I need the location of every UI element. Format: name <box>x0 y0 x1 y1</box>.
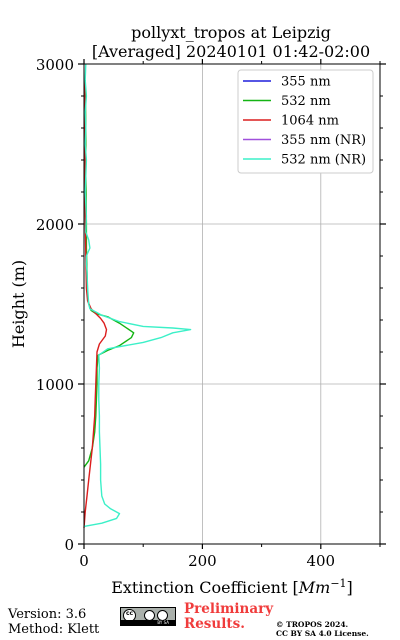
copyright-line-1: © TROPOS 2024. <box>276 620 349 629</box>
preliminary-line-2: Results. <box>184 616 245 632</box>
axis-ticks: 0 200 400 0 1000 2000 3000 <box>36 56 386 570</box>
y-tick-label: 1000 <box>36 376 74 394</box>
chart-subtitle: [Averaged] 20240101 01:42-02:00 <box>92 42 370 61</box>
plot-frame <box>83 63 381 545</box>
legend-label-4: 532 nm (NR) <box>281 153 366 168</box>
cc-license-badge: cc BY SA <box>120 607 176 626</box>
method-text: Method: Klett <box>8 622 100 637</box>
copyright-line-2: CC BY SA 4.0 License. <box>276 629 369 638</box>
preliminary-notice: Preliminary Results. <box>184 602 273 632</box>
legend-label-0: 355 nm <box>281 75 331 90</box>
y-tick-label: 2000 <box>36 216 74 234</box>
preliminary-line-1: Preliminary <box>184 601 274 617</box>
copyright-notice: © TROPOS 2024. CC BY SA 4.0 License. <box>276 620 369 638</box>
x-tick-label: 400 <box>306 552 335 570</box>
series-line-4 <box>83 63 192 528</box>
chart-title: pollyxt_tropos at Leipzig <box>131 23 331 42</box>
series-line-2 <box>83 79 108 529</box>
x-tick-label: 0 <box>79 552 89 570</box>
y-tick-label: 0 <box>64 536 74 554</box>
legend-label-2: 1064 nm <box>281 114 339 129</box>
series-line-1 <box>83 79 135 468</box>
legend: 355 nm 532 nm 1064 nm 355 nm (NR) 532 nm (NR… <box>237 69 374 174</box>
x-tick-label: 200 <box>188 552 217 570</box>
cc-badge-bar: BY SA <box>121 620 175 625</box>
series-lines <box>83 63 192 529</box>
legend-box <box>237 69 374 174</box>
y-axis-label: Height (m) <box>9 260 28 348</box>
x-axis-label: Extinction Coefficient [Mm−1] <box>111 577 353 597</box>
y-tick-label: 3000 <box>36 56 74 74</box>
version-text: Version: 3.6 <box>8 607 87 622</box>
legend-label-3: 355 nm (NR) <box>281 133 366 148</box>
legend-label-1: 532 nm <box>281 94 331 109</box>
